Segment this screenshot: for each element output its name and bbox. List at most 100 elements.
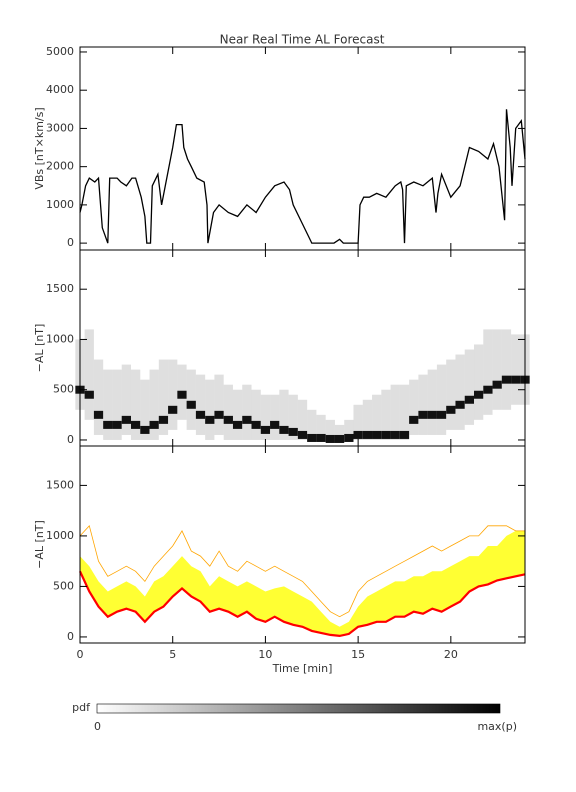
- pdf-range: [168, 359, 178, 430]
- plot-frame: [79, 445, 526, 644]
- x-tick-label: 15: [351, 648, 365, 661]
- y-tick-label: 500: [53, 579, 74, 592]
- pdf-range: [492, 329, 502, 410]
- pdf-range: [474, 344, 484, 420]
- pdf-mode: [492, 380, 502, 389]
- pdf-range: [223, 384, 233, 440]
- pdf-mode: [168, 405, 178, 414]
- pdf-mode: [446, 405, 456, 414]
- y-tick-label: 0: [67, 630, 74, 643]
- pdf-mode: [130, 420, 141, 429]
- pdf-mode: [223, 415, 233, 424]
- pdf-mode: [362, 430, 373, 439]
- y-tick-label: 1000: [46, 332, 74, 345]
- forecast-band: [80, 530, 525, 636]
- pdf-range: [325, 419, 335, 440]
- y-tick-label: 1500: [46, 282, 74, 295]
- pdf-range: [372, 394, 382, 440]
- pdf-range: [232, 389, 243, 440]
- pdf-mode: [455, 400, 465, 409]
- pdf-mode: [251, 420, 261, 429]
- pdf-mode: [381, 430, 391, 439]
- pdf-range: [427, 369, 437, 435]
- pdf-mode: [399, 430, 410, 439]
- pdf-mode: [372, 430, 382, 439]
- pdf-range: [464, 349, 475, 425]
- x-tick-label: 0: [77, 648, 84, 661]
- pdf-mode: [307, 433, 317, 442]
- pdf-mode: [195, 410, 206, 419]
- pdf-mode: [242, 415, 252, 424]
- y-axis-label: −AL [nT]: [33, 324, 46, 373]
- pdf-mode: [483, 385, 493, 394]
- pdf-range: [288, 394, 298, 440]
- pdf-mode: [279, 425, 289, 434]
- pdf-range: [214, 374, 224, 435]
- pdf-mode: [84, 390, 94, 399]
- y-axis-label: −AL [nT]: [33, 520, 46, 569]
- pdf-mode: [149, 420, 159, 429]
- pdf-mode: [316, 433, 326, 442]
- y-tick-label: 0: [67, 433, 74, 446]
- vbs-line: [79, 109, 526, 244]
- pdf-mode: [427, 410, 437, 419]
- pdf-range: [316, 414, 326, 440]
- pdf-range: [334, 424, 345, 440]
- pdf-range: [390, 384, 400, 440]
- pdf-range: [344, 419, 354, 440]
- pdf-range: [501, 329, 512, 410]
- pdf-mode: [214, 410, 224, 419]
- pdf-range: [399, 384, 410, 440]
- pdf-range: [158, 359, 169, 435]
- colorbar: [96, 703, 501, 714]
- pdf-range: [121, 364, 131, 435]
- pdf-mode: [205, 415, 215, 424]
- pdf-mode: [344, 433, 354, 442]
- pdf-range: [251, 389, 261, 440]
- y-tick-label: 1500: [46, 478, 74, 491]
- pdf-range: [260, 394, 271, 440]
- pdf-range: [279, 389, 289, 440]
- pdf-mode: [464, 395, 475, 404]
- pdf-range: [205, 379, 215, 440]
- y-tick-label: 1000: [46, 198, 74, 211]
- pdf-range: [455, 354, 465, 430]
- pdf-range: [307, 409, 317, 440]
- pdf-range: [362, 399, 373, 440]
- pdf-range: [242, 384, 252, 440]
- pdf-mode: [140, 425, 150, 434]
- pdf-mode: [93, 410, 104, 419]
- x-tick-label: 10: [258, 648, 272, 661]
- pdf-range: [103, 369, 113, 440]
- pdf-range: [483, 329, 493, 415]
- pdf-range: [381, 389, 391, 440]
- pdf-mode: [353, 430, 363, 439]
- pdf-range: [446, 359, 456, 430]
- y-tick-label: 1000: [46, 529, 74, 542]
- x-axis-label: Time [min]: [272, 662, 333, 675]
- y-tick-label: 4000: [46, 83, 74, 96]
- pdf-mode: [232, 420, 243, 429]
- pdf-mode: [158, 415, 169, 424]
- pdf-mode: [325, 434, 335, 443]
- pdf-mode: [418, 410, 428, 419]
- pdf-range: [84, 329, 94, 420]
- pdf-mode: [288, 427, 298, 436]
- pdf-mode: [297, 430, 308, 439]
- x-tick-label: 20: [444, 648, 458, 661]
- pdf-mode: [177, 390, 187, 399]
- pdf-mode: [260, 425, 271, 434]
- pdf-range: [511, 334, 521, 405]
- pdf-mode: [112, 420, 122, 429]
- pdf-mode: [474, 390, 484, 399]
- envelope-line: [79, 524, 525, 618]
- colorbar-label: pdf: [72, 701, 91, 714]
- pdf-range: [186, 369, 196, 430]
- pdf-mode: [511, 375, 521, 384]
- y-tick-label: 2000: [46, 160, 74, 173]
- pdf-range: [418, 374, 428, 435]
- plot-frame: [79, 46, 526, 251]
- pdf-range: [149, 369, 159, 440]
- y-tick-label: 500: [53, 383, 74, 396]
